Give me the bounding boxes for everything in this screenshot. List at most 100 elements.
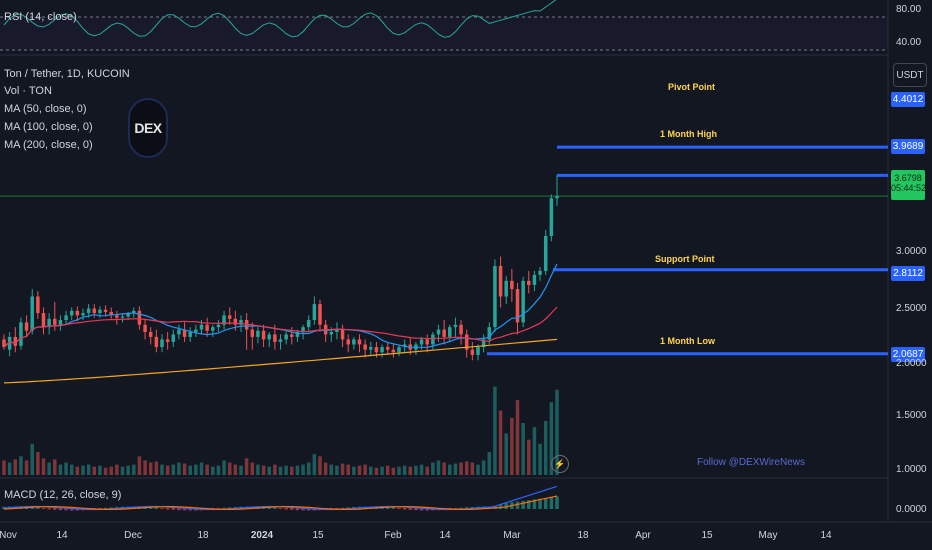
volume-bar — [58, 464, 63, 475]
candle-body — [143, 324, 147, 332]
symbol-title[interactable]: Ton / Tether, 1D, KUCOIN — [4, 68, 130, 80]
candle-body — [476, 347, 480, 355]
candle-body — [47, 318, 51, 328]
volume-bar — [504, 433, 508, 475]
candle-body — [346, 339, 350, 345]
volume-bar — [329, 464, 334, 475]
macd-hist-bar — [453, 508, 458, 510]
volume-bar — [385, 465, 390, 475]
volume-bar — [369, 466, 373, 475]
last-price-countdown: 05:44:52 — [891, 183, 927, 193]
volume-bar — [13, 459, 18, 475]
indicator-ma200[interactable]: MA (200, close, 0) — [4, 139, 93, 151]
volume-bar — [352, 466, 356, 475]
volume-bar — [346, 464, 350, 475]
volume-bar — [527, 439, 531, 475]
volume-bar — [532, 427, 537, 475]
level-tag-support: 2.8112 — [891, 266, 925, 281]
volume-bar — [132, 464, 136, 475]
candle-body — [273, 334, 277, 342]
candle-body — [391, 349, 396, 353]
dex-logo-text: DEX — [134, 120, 162, 136]
x-tick-label: Dec — [124, 530, 142, 541]
candle-body — [453, 324, 458, 328]
y-tick-1-5: 1.5000 — [896, 410, 927, 421]
level-tag-month-high: 3.9689 — [891, 139, 925, 154]
candle-body — [448, 327, 452, 337]
indicator-ma50[interactable]: MA (50, close, 0) — [4, 103, 87, 115]
candle-body — [402, 344, 407, 348]
candle-body — [425, 339, 429, 345]
macd-hist-bar — [290, 508, 294, 510]
macd-hist-bar — [250, 506, 255, 509]
macd-hist-bar — [346, 507, 350, 509]
currency-button[interactable]: USDT — [893, 63, 927, 87]
volume-bar — [244, 458, 249, 475]
candle-body — [92, 308, 97, 314]
flash-icon[interactable]: ⚡ — [551, 455, 569, 473]
follow-text[interactable]: Follow @DEXWireNews — [697, 457, 805, 468]
dex-logo: DEX — [128, 98, 168, 158]
volume-bar — [216, 465, 221, 475]
volume-bar — [86, 464, 91, 475]
candle-body — [419, 339, 424, 345]
candle-body — [431, 334, 435, 345]
candle-body — [199, 324, 204, 330]
indicator-volume[interactable]: Vol · TON — [4, 85, 52, 97]
macd-hist-bar — [58, 508, 63, 511]
volume-bar — [312, 454, 317, 475]
volume-bar — [538, 443, 542, 475]
volume-bar — [75, 466, 80, 475]
rsi-tick-80: 80.00 — [896, 4, 922, 15]
volume-bar — [555, 389, 559, 475]
volume-bar — [464, 461, 469, 475]
macd-hist-bar — [459, 507, 463, 509]
rsi-tick-40: 40.00 — [896, 37, 922, 48]
candle-body — [459, 324, 463, 335]
y-tick-2-5: 2.5000 — [896, 303, 927, 314]
candle-body — [312, 304, 317, 321]
volume-bar — [414, 465, 418, 475]
volume-bar — [41, 458, 46, 475]
ma200-line — [3, 338, 558, 384]
macd-hist-bar — [504, 502, 508, 509]
candle-body — [148, 331, 153, 337]
candle-body — [194, 329, 198, 332]
volume-bar — [199, 462, 204, 475]
candle-body — [132, 310, 136, 314]
volume-bar — [301, 464, 305, 475]
x-tick-label: Nov — [0, 530, 17, 541]
volume-bar — [239, 465, 243, 475]
candle-body — [137, 310, 142, 325]
candle-body — [109, 311, 113, 316]
macd-signal-line — [3, 495, 558, 510]
candle-body — [7, 336, 12, 350]
candle-body — [244, 320, 249, 330]
macd-hist-bar — [171, 508, 176, 510]
macd-hist-bar — [227, 507, 232, 509]
volume-bar — [227, 462, 232, 475]
volume-bar — [543, 420, 548, 475]
candle-body — [357, 339, 362, 345]
macd-hist-bar — [177, 508, 181, 511]
volume-bar — [521, 423, 525, 475]
candle-body — [363, 344, 367, 350]
volume-bar — [69, 464, 74, 475]
candle-body — [126, 313, 130, 317]
macd-hist-bar — [36, 507, 40, 509]
candle-body — [19, 322, 23, 346]
macd-hist-bar — [47, 508, 51, 510]
candle-body — [177, 329, 181, 335]
volume-bar — [397, 466, 401, 475]
volume-bar — [487, 452, 492, 475]
volume-bar — [290, 466, 294, 475]
volume-bar — [64, 462, 68, 475]
rsi-band-fill — [0, 17, 888, 50]
level-label-month-high: 1 Month High — [660, 129, 717, 139]
volume-bar — [160, 464, 164, 475]
x-tick-label: Feb — [384, 530, 402, 541]
indicator-ma100[interactable]: MA (100, close, 0) — [4, 121, 93, 133]
currency-label: USDT — [896, 69, 924, 81]
candle-body — [41, 313, 46, 328]
